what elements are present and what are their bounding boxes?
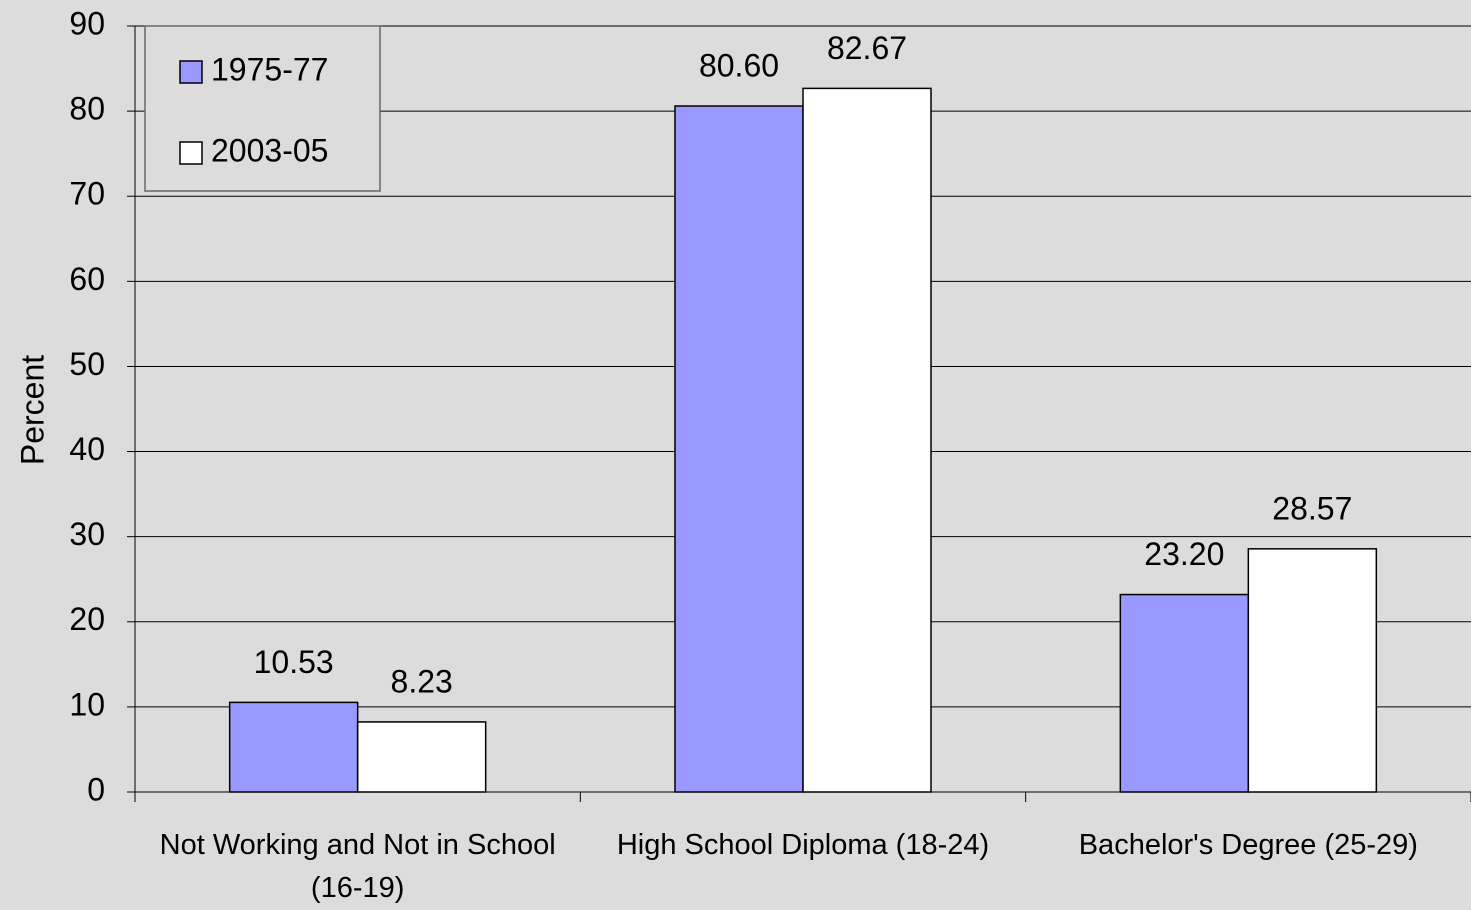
y-tick-label: 30 [69, 516, 105, 552]
data-label: 10.53 [254, 644, 334, 680]
y-tick-label: 50 [69, 346, 105, 382]
x-tick-label: Not Working and Not in School (16-19) [159, 829, 556, 904]
y-axis-label: Percent [14, 355, 50, 465]
bar [1247, 548, 1378, 793]
data-label: 82.67 [827, 30, 907, 66]
data-label: 28.57 [1272, 490, 1352, 526]
bar [228, 701, 359, 793]
y-tick-label: 70 [69, 176, 105, 212]
legend-swatch [179, 141, 203, 165]
y-tick-label: 10 [69, 686, 105, 722]
legend-label: 1975-77 [211, 51, 328, 87]
y-tick-label: 80 [69, 91, 105, 127]
data-label: 23.20 [1144, 536, 1224, 572]
data-label: 8.23 [391, 663, 453, 699]
y-tick-label: 60 [69, 261, 105, 297]
bar [1119, 593, 1250, 793]
y-tick-label: 0 [87, 771, 105, 807]
legend-swatch [179, 60, 203, 84]
bar [674, 105, 804, 793]
y-tick-label: 90 [69, 5, 105, 41]
y-tick-label: 20 [69, 601, 105, 637]
legend-label: 2003-05 [211, 132, 328, 168]
y-tick-label: 40 [69, 431, 105, 467]
data-label: 80.60 [699, 47, 779, 83]
x-tick-label: High School Diploma (18-24) [616, 829, 990, 861]
x-tick-label: Bachelor's Degree (25-29) [1078, 829, 1418, 861]
bar [356, 721, 487, 793]
bar [802, 87, 932, 793]
